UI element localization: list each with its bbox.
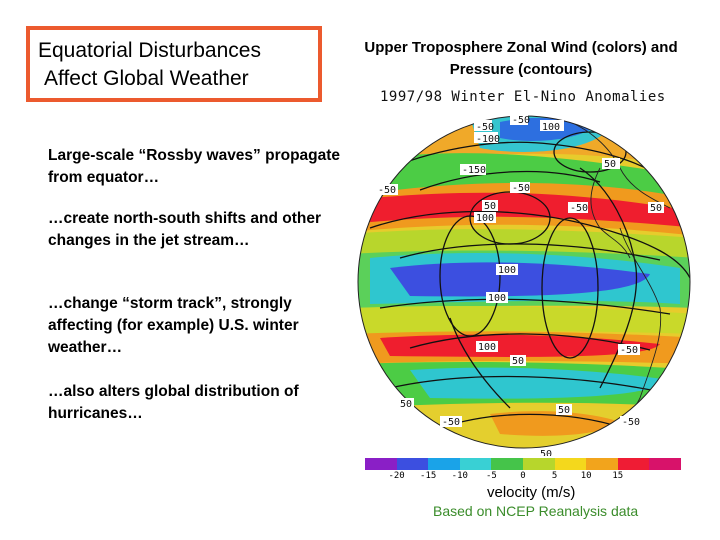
colorbar-swatch [491, 458, 523, 470]
paragraph-rossby-waves: Large-scale “Rossby waves” propagate fro… [48, 147, 341, 186]
contour-label: 50 [512, 356, 524, 367]
paragraph-storm-track: …change “storm track”, strongly affectin… [48, 295, 299, 356]
contour-label: 100 [498, 265, 516, 276]
contour-label: -50 [512, 183, 530, 194]
globe-anomaly-map: -50 -100 100 -50 50 -150 -50 -50 50 100 … [357, 114, 691, 456]
colorbar-tick-label: 5 [551, 471, 558, 481]
contour-label: 100 [488, 293, 506, 304]
contour-label: -50 [442, 417, 460, 428]
contour-label: -50 [512, 115, 530, 126]
colorbar-swatch [586, 458, 618, 470]
colorbar-swatch [459, 458, 492, 470]
contour-label: -50 [570, 203, 588, 214]
contour-label: -50 [620, 345, 638, 356]
data-source: Based on NCEP Reanalysis data [433, 503, 639, 519]
colorbar-tick-label: -10 [451, 471, 468, 481]
contour-label: 100 [476, 213, 494, 224]
paragraph-jet-stream: …create north-south shifts and other cha… [48, 210, 321, 249]
colorbar-tick-label: 10 [580, 471, 592, 481]
velocity-colorbar [365, 458, 681, 470]
colorbar-tick-label: 0 [520, 471, 526, 481]
title-line-1: Equatorial Disturbances [38, 39, 261, 62]
colorbar-swatch [617, 458, 650, 470]
contour-label: -50 [378, 185, 396, 196]
contour-label: 50 [558, 405, 570, 416]
contour-label: -150 [462, 165, 486, 176]
map-title: Upper Troposphere Zonal Wind (colors) an… [364, 39, 678, 78]
contour-label: 50 [400, 399, 412, 410]
contour-label: -100 [476, 134, 500, 145]
title-line-2: Affect Global Weather [44, 67, 249, 90]
colorbar-label: velocity (m/s) [487, 484, 576, 501]
colorbar-tick-label: -15 [420, 471, 437, 481]
colorbar-swatch [649, 458, 681, 470]
colorbar-swatch [428, 458, 460, 470]
contour-label: 100 [478, 342, 496, 353]
colorbar-swatch [365, 458, 397, 470]
contour-label: 50 [650, 203, 662, 214]
colorbar-ticks: -20 -15 -10 -5 0 5 10 15 [365, 471, 681, 485]
colorbar-tick-label: 15 [612, 471, 624, 481]
title-box: Equatorial Disturbances Affect Global We… [26, 26, 322, 102]
colorbar-swatch [396, 458, 429, 470]
contour-label: 50 [540, 449, 552, 456]
paragraph-hurricanes: …also alters global distribution of hurr… [48, 383, 299, 422]
map-subtitle: 1997/98 Winter El-Nino Anomalies [380, 89, 666, 105]
contour-label: 100 [542, 122, 560, 133]
colorbar-swatch [554, 458, 587, 470]
contour-label: -50 [622, 417, 640, 428]
contour-label: 50 [484, 201, 496, 212]
contour-label: -50 [476, 122, 494, 133]
colorbar-swatch [522, 458, 555, 470]
contour-label: 50 [604, 159, 616, 170]
colorbar-tick-label: -20 [388, 471, 405, 481]
colorbar-tick-label: -5 [485, 471, 497, 481]
